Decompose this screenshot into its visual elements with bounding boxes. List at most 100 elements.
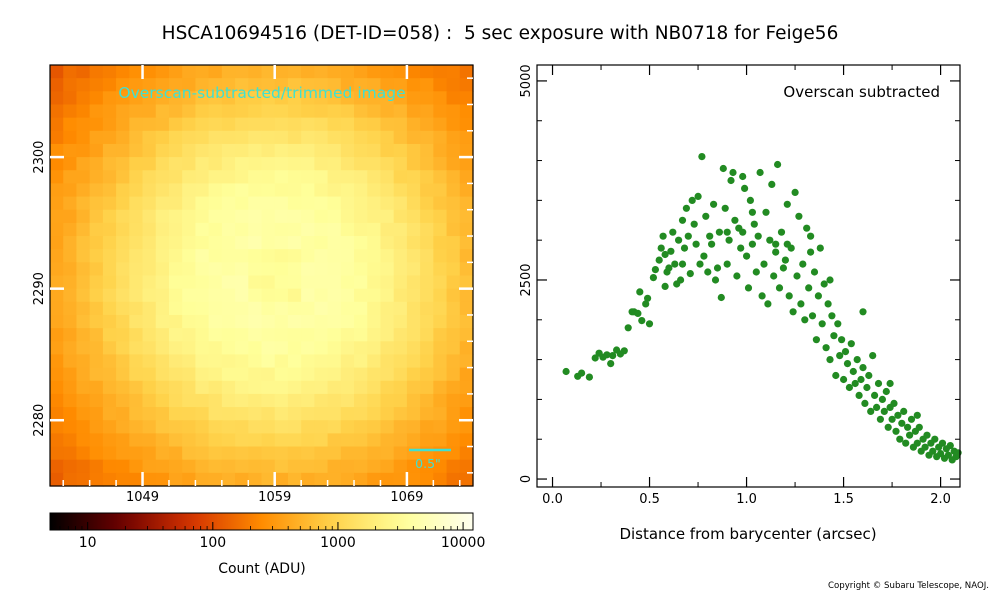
heatmap-cell [76,407,91,421]
heatmap-cell [168,196,183,211]
heatmap-cell [102,433,117,448]
heatmap-cell [420,143,434,158]
heatmap-cell [102,367,117,382]
scatter-point [894,411,902,419]
scatter-point [845,383,854,392]
heatmap-cell [63,157,78,171]
heatmap-cell [248,222,263,237]
scatter-point [843,360,852,368]
heatmap-cell [182,301,197,316]
heatmap-cell [367,143,382,158]
heatmap-cell [274,209,289,224]
heatmap-cell [116,446,130,461]
heatmap-cell [208,288,223,303]
heatmap-cell [221,446,236,461]
heatmap-cell [274,196,289,211]
heatmap-cell [50,393,64,408]
heatmap-cell [301,130,315,145]
heatmap-cell [433,420,448,434]
heatmap-cell [116,314,130,329]
heatmap-cell [89,249,104,263]
scatter-point [795,212,803,220]
heatmap-cell [142,222,157,237]
heatmap-cell [102,222,117,237]
heatmap-cell [367,209,382,224]
heatmap-cell [248,354,263,369]
heatmap-cell [433,328,448,342]
scatter-point [760,260,768,268]
heatmap-cell [380,65,395,79]
heatmap-cell [380,301,395,316]
heatmap-cell [420,130,434,145]
heatmap-cell [235,170,249,185]
heatmap-cell [420,393,434,408]
scatter-point [731,216,739,224]
scatter-point [739,172,747,181]
heatmap-cell [235,420,249,434]
heatmap-cell [116,196,130,211]
heatmap-cell [129,380,144,395]
heatmap-cell [420,249,434,263]
scatter-point [678,260,687,268]
heatmap-cell [208,341,223,356]
scatter-point [562,367,570,376]
heatmap-cell [50,78,64,92]
heatmap-cell [380,78,395,92]
heatmap-cell [208,446,223,461]
heatmap-cell [393,196,408,211]
heatmap-cell [221,196,236,211]
heatmap-cell [406,459,421,474]
heatmap-cell [63,420,78,434]
heatmap-cell [89,367,104,382]
scatter-point [797,300,805,308]
heatmap-cell [142,314,157,329]
heatmap-cell [235,433,249,448]
heatmap-cell [393,275,408,290]
heatmap-cell [195,130,210,145]
heatmap-cell [340,262,355,277]
heatmap-cell [380,249,395,263]
scatter-point [677,276,685,284]
scatter-point [624,324,632,332]
heatmap-cell [89,170,104,185]
heatmap-cell [354,104,368,119]
heatmap-cell [116,341,130,356]
scatter-points [562,153,962,464]
heatmap-cell [287,341,302,356]
heatmap-cell [406,328,421,342]
heatmap-cell [208,249,223,263]
scatter-point [921,443,929,451]
heatmap-cell [327,78,342,92]
heatmap-cell [208,367,223,382]
heatmap-cell [235,288,249,303]
heatmap-cell [274,341,289,356]
heatmap-cell [446,236,461,250]
heatmap-cell [50,275,64,290]
colorbar-tick-label: 1000 [320,535,356,551]
heatmap-cell [261,459,276,474]
heatmap-cell [354,472,368,487]
heatmap-cell [301,275,315,290]
heatmap-cell [314,459,329,474]
heatmap-cell [76,420,91,434]
heatmap-cell [367,367,382,382]
heatmap-cell [208,222,223,237]
heatmap-cell [235,65,249,79]
heatmap-cell [182,249,197,263]
heatmap-cell [433,157,448,171]
heatmap-cell [208,65,223,79]
heatmap-cell [248,91,263,106]
heatmap-cell [433,65,448,79]
heatmap-cell [63,288,78,303]
heatmap-cell [314,420,329,434]
heatmap-cell [195,236,210,250]
heatmap-cell [301,393,315,408]
heatmap-cell [76,196,91,211]
heatmap-cell [248,157,263,171]
heatmap-cell [116,472,130,487]
heatmap-cell [393,288,408,303]
heatmap-cell [393,420,408,434]
heatmap-cell [327,407,342,421]
heatmap-cell [102,91,117,106]
